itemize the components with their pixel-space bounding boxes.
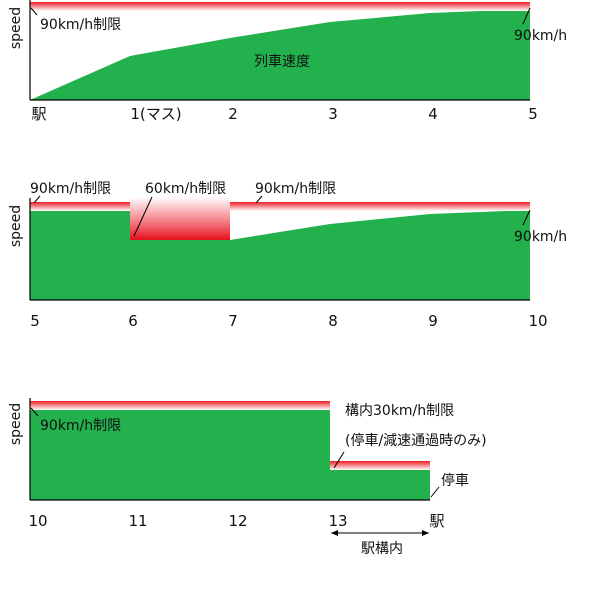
panel-3: speed 90km/h制限 構内30km/h制限 (停車/減速通過時のみ) 停… — [8, 398, 487, 557]
speed-limit-label-3b: 構内30km/h制限 — [345, 403, 454, 419]
leader-line-limit-1 — [30, 7, 38, 16]
leader-line-limit-3b — [333, 451, 345, 469]
leader-line-limit-2c — [255, 195, 263, 204]
leader-line-end-1 — [522, 7, 531, 25]
train-speed-area-1 — [30, 9, 530, 100]
y-axis-label-1: speed — [8, 7, 24, 49]
end-speed-label-2: 90km/h — [514, 229, 567, 245]
tick-label: 7 — [228, 312, 238, 330]
train-speed-area-2 — [30, 210, 530, 300]
tick-label: 5 — [30, 312, 40, 330]
tick-label: 10 — [528, 312, 547, 330]
tick-label: 4 — [428, 105, 438, 123]
speed-limit-band-2b — [130, 197, 230, 240]
leader-line-limit-2b — [133, 196, 153, 237]
tick-label: 1(マス) — [130, 105, 181, 123]
tick-label: 13 — [328, 512, 347, 530]
speed-limit-band-3a — [30, 401, 330, 410]
train-speed-area-3 — [30, 410, 430, 500]
leader-line-limit-3a — [30, 407, 39, 417]
speed-limit-label-3a: 90km/h制限 — [40, 418, 121, 434]
leader-line-stop — [430, 486, 440, 498]
tick-label: 11 — [128, 512, 147, 530]
station-span-arrow — [331, 530, 429, 536]
speed-limit-label-2a: 90km/h制限 — [30, 181, 111, 197]
speed-limit-label-2b: 60km/h制限 — [145, 181, 226, 197]
tick-label: 12 — [228, 512, 247, 530]
ticks-2: 5 6 7 8 9 10 — [30, 312, 547, 330]
ticks-1: 駅 1(マス) 2 3 4 5 — [31, 105, 537, 123]
station-span-label: 駅構内 — [361, 541, 403, 557]
tick-label: 6 — [128, 312, 138, 330]
speed-limit-band-2a — [30, 202, 130, 211]
speed-limit-band-3b — [330, 461, 430, 470]
tick-label: 8 — [328, 312, 338, 330]
tick-label: 2 — [228, 105, 238, 123]
ticks-3: 10 11 12 13 駅 — [28, 512, 444, 530]
tick-label: 5 — [528, 105, 538, 123]
leader-line-limit-2a — [33, 195, 41, 204]
stop-label: 停車 — [441, 472, 469, 489]
end-speed-label-1: 90km/h — [514, 28, 567, 44]
speed-limit-note-3b: (停車/減速通過時のみ) — [345, 432, 487, 449]
tick-label: 駅 — [31, 105, 46, 123]
speed-limit-band-2c — [230, 202, 530, 211]
y-axis-label-3: speed — [8, 403, 24, 445]
area-label-train-speed: 列車速度 — [254, 53, 310, 70]
panel-2: speed 90km/h制限 60km/h制限 90km/h制限 90km/h … — [8, 181, 567, 330]
tick-label: 駅 — [429, 512, 444, 530]
tick-label: 10 — [28, 512, 47, 530]
y-axis-label-2: speed — [8, 205, 24, 247]
speed-limit-label-2c: 90km/h制限 — [255, 181, 336, 197]
panel-1: speed 90km/h制限 列車速度 90km/h 駅 1(マス) 2 3 4… — [8, 0, 567, 123]
speed-limit-band-1 — [30, 2, 530, 11]
tick-label: 9 — [428, 312, 438, 330]
tick-label: 3 — [328, 105, 338, 123]
leader-line-end-2 — [522, 209, 531, 226]
speed-limit-label-1: 90km/h制限 — [40, 17, 121, 33]
